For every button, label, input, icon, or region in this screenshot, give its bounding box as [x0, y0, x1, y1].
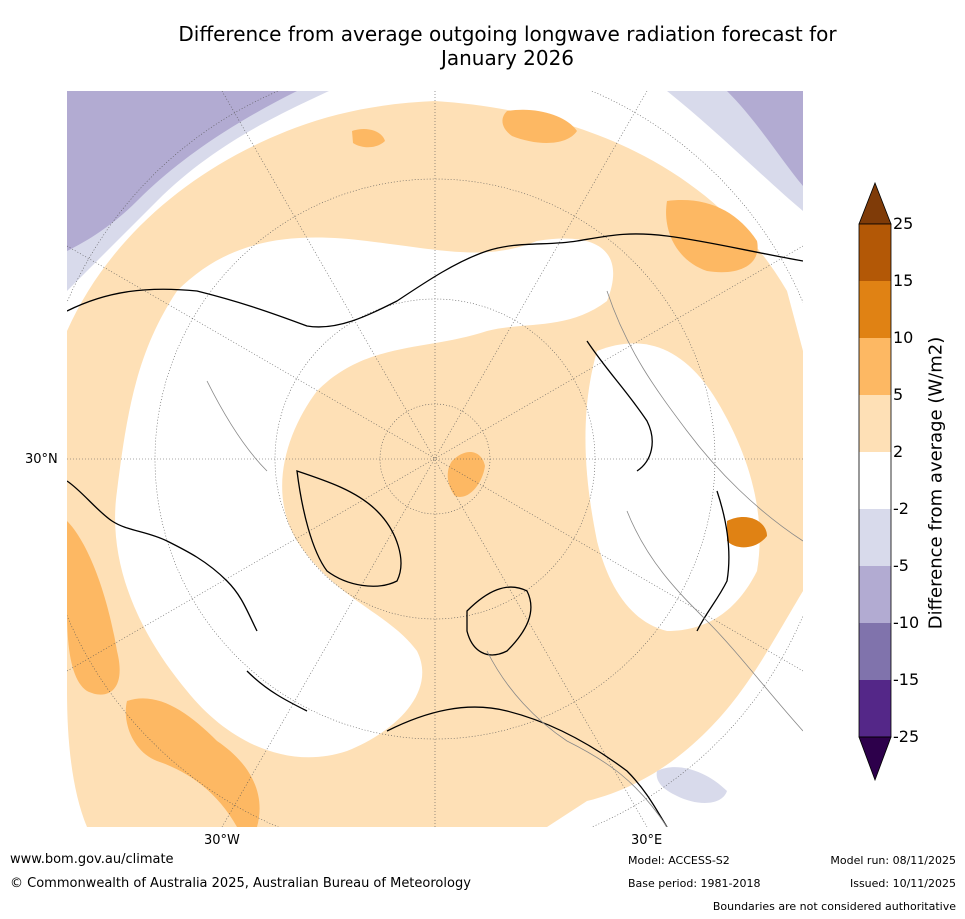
colorbar-segment-10-15	[859, 281, 891, 338]
colorbar-tick-m10: -10	[893, 613, 920, 632]
coastlines	[67, 233, 803, 827]
colorbar-tick-2: 2	[893, 442, 904, 461]
neutral-region-asia	[585, 343, 760, 631]
positive-anomaly-patch-greenland	[447, 451, 485, 497]
footer-model: Model: ACCESS-S2	[628, 854, 730, 867]
negative-anomaly-patch-mideast	[656, 767, 727, 803]
colorbar-arrow-bottom	[858, 736, 892, 782]
footer-model-run: Model run: 08/11/2025	[830, 854, 956, 867]
negative-anomaly-region-nw-strong	[67, 91, 297, 251]
positive-anomaly-patch-siberia	[666, 200, 758, 273]
neutral-region-pacific	[115, 237, 614, 758]
footer-base-period: Base period: 1981-2018	[628, 877, 761, 890]
colorbar-tick-m5: -5	[893, 556, 909, 575]
colorbar-segment-15-25	[859, 224, 891, 281]
colorbar-tick-25: 25	[893, 214, 914, 233]
colorbar-arrow-top	[858, 181, 892, 225]
positive-anomaly-patch-asia	[727, 516, 767, 548]
footer-issued: Issued: 10/11/2025	[849, 877, 956, 890]
colorbar-tick-5: 5	[893, 385, 904, 404]
footer-website: www.bom.gov.au/climate	[10, 852, 174, 867]
title-line-1: Difference from average outgoing longwav…	[178, 22, 837, 46]
positive-anomaly-patch-north2	[352, 129, 385, 148]
lon-label-30w: 30°W	[204, 833, 240, 848]
title-line-2: January 2026	[440, 46, 575, 70]
positive-anomaly-patch-south	[125, 698, 260, 827]
positive-anomaly-patch-pacific	[67, 521, 120, 695]
colorbar-tick-m2: -2	[893, 499, 909, 518]
colorbar-segment-m10-m5	[859, 566, 891, 623]
polar-map	[67, 91, 803, 827]
colorbar-tick-m15: -15	[893, 670, 920, 689]
country-boundaries	[206, 290, 803, 827]
colorbar-tick-m25: -25	[893, 727, 920, 746]
graticule	[67, 91, 803, 827]
footer-disclaimer: Boundaries are not considered authoritat…	[712, 900, 956, 913]
footer-copyright: © Commonwealth of Australia 2025, Austra…	[10, 876, 471, 891]
colorbar-segment-m25-m15	[859, 680, 891, 737]
chart-title: Difference from average outgoing longwav…	[100, 22, 915, 70]
colorbar-segment-2-5	[859, 395, 891, 452]
colorbar-segment-m5-m2	[859, 509, 891, 566]
colorbar-title: Difference from average (W/m2)	[925, 336, 947, 630]
lon-label-30e: 30°E	[631, 833, 663, 848]
colorbar	[858, 181, 892, 782]
colorbar-tick-10: 10	[893, 328, 914, 347]
colorbar-tick-15: 15	[893, 271, 914, 290]
positive-anomaly-patch-north1	[502, 109, 577, 143]
negative-anomaly-region-ne-strong	[727, 91, 803, 186]
colorbar-segment-m15-m10	[859, 623, 891, 680]
colorbar-segment-neutral	[859, 452, 891, 509]
colorbar-segment-5-10	[859, 338, 891, 395]
lat-label-30n: 30°N	[25, 452, 58, 467]
